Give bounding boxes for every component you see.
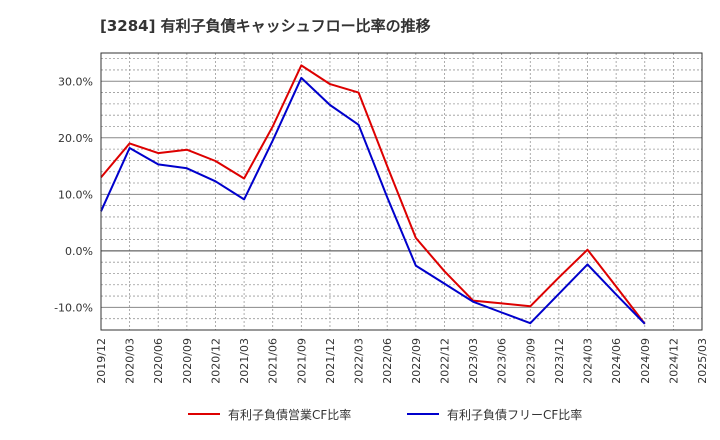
y-tick-label: -10.0% <box>54 301 93 314</box>
x-tick-label: 2020/06 <box>152 338 165 384</box>
x-tick-label: 2023/03 <box>467 338 480 384</box>
series-line-free-cf <box>100 76 646 325</box>
x-tick-label: 2020/12 <box>209 338 222 384</box>
y-tick-label: 20.0% <box>58 132 93 145</box>
series-lines <box>100 64 646 325</box>
legend-label: 有利子負債営業CF比率 <box>228 407 351 422</box>
x-tick-label: 2024/06 <box>610 338 623 384</box>
x-tick-label: 2023/09 <box>524 338 537 384</box>
x-tick-label: 2022/09 <box>410 338 423 384</box>
x-tick-label: 2024/03 <box>582 338 595 384</box>
x-tick-label: 2019/12 <box>95 338 108 384</box>
y-tick-label: 0.0% <box>65 245 93 258</box>
axes: -10.0% 0.0% 10.0% 20.0% 30.0% 2019/12 2020/03 2… <box>54 52 709 384</box>
grid <box>100 53 703 331</box>
legend: 有利子負債営業CF比率 有利子負債フリーCF比率 <box>188 407 582 422</box>
series-line-operating-cf <box>100 64 646 325</box>
x-tick-label: 2023/06 <box>496 338 509 384</box>
chart-title: [3284] 有利子負債キャッシュフロー比率の推移 <box>100 17 431 35</box>
x-tick-label: 2020/03 <box>124 338 137 384</box>
x-tick-label: 2021/12 <box>324 338 337 384</box>
plot-frame <box>100 52 703 331</box>
x-tick-label: 2023/12 <box>553 338 566 384</box>
x-tick-label: 2024/12 <box>667 338 680 384</box>
legend-label: 有利子負債フリーCF比率 <box>447 407 582 422</box>
x-tick-label: 2021/03 <box>238 338 251 384</box>
y-tick-label: 10.0% <box>58 188 93 201</box>
y-tick-label: 30.0% <box>58 75 93 88</box>
x-tick-label: 2021/06 <box>267 338 280 384</box>
x-tick-label: 2024/09 <box>639 338 652 384</box>
x-tick-label: 2022/06 <box>381 338 394 384</box>
x-tick-label: 2025/03 <box>696 338 709 384</box>
x-tick-label: 2021/09 <box>295 338 308 384</box>
x-tick-label: 2022/03 <box>353 338 366 384</box>
x-tick-label: 2022/12 <box>438 338 451 384</box>
x-tick-label: 2020/09 <box>181 338 194 384</box>
